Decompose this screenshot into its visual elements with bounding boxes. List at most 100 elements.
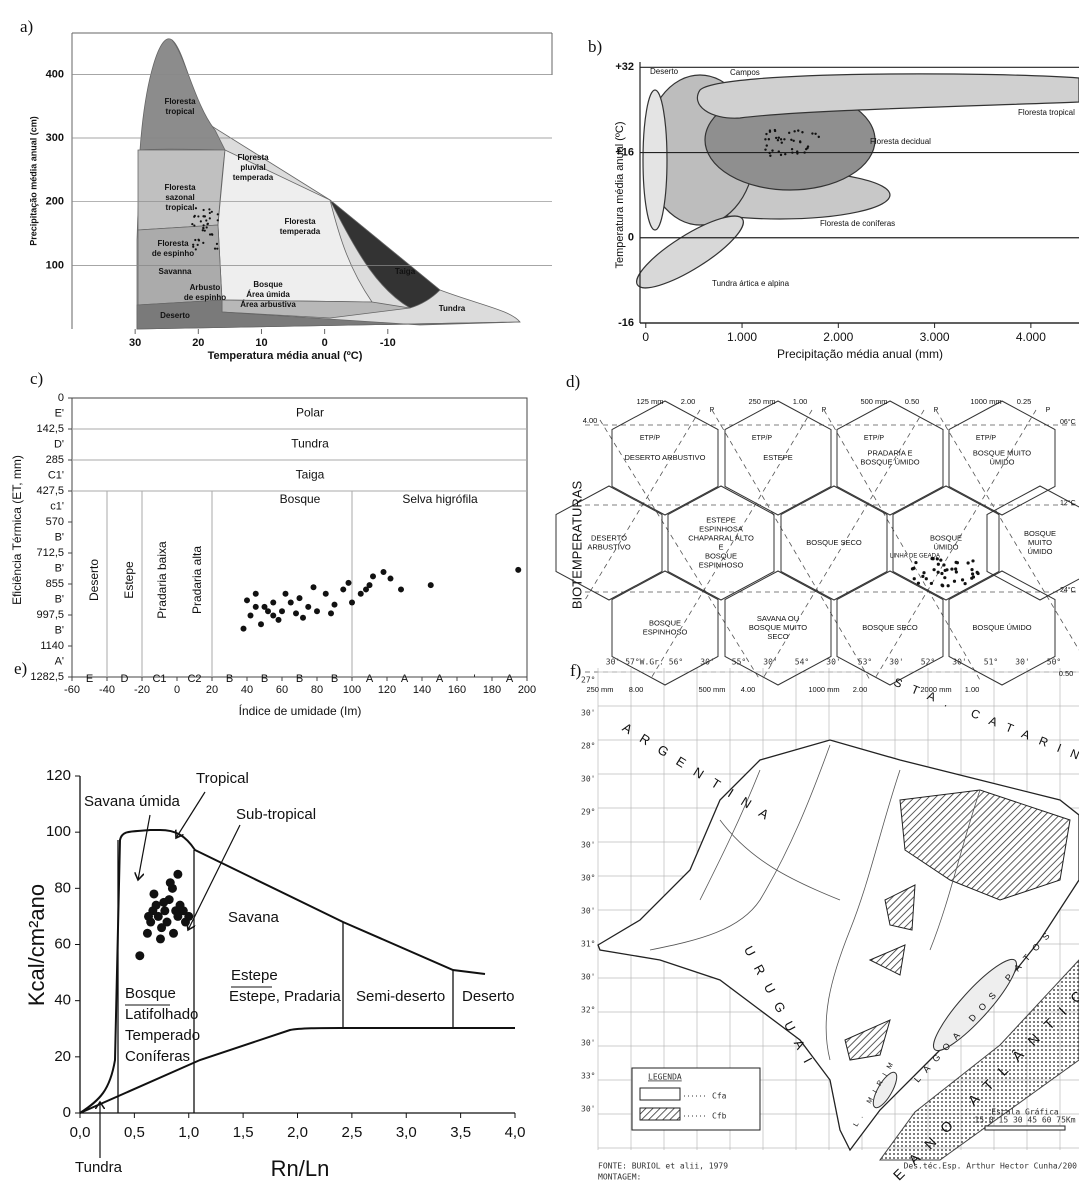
data-point [970, 576, 974, 580]
x-tick-label: -10 [380, 337, 396, 349]
coordinate-label: 50° [1047, 658, 1061, 667]
x-tick-label: 0,0 [70, 1124, 91, 1141]
data-point [924, 577, 928, 581]
y-zone-letter: B' [55, 624, 64, 636]
data-point [300, 614, 306, 621]
data-point [194, 238, 197, 242]
coordinate-label: 30° [581, 874, 595, 883]
region-label: Latifolhado [125, 1006, 198, 1023]
y-tick-label: 1282,5 [30, 671, 64, 683]
x-axis-title: Precipitação média anual (mm) [777, 347, 943, 361]
guide-label: 2.00 [853, 685, 868, 694]
data-point [975, 570, 979, 575]
data-point [199, 220, 202, 223]
guide-label: 0.50 [1059, 669, 1074, 678]
guide-label: 4.00 [583, 416, 598, 425]
data-point [363, 586, 369, 593]
data-point [970, 572, 975, 576]
panel-label: e) [14, 659, 27, 678]
biome-label: Campos [730, 68, 760, 77]
data-point [921, 574, 925, 579]
biome-label: Floresta [164, 97, 196, 106]
zone-label: ARBUSTIVO [587, 542, 631, 551]
y-axis-title: Temperatura média anual (ºC) [614, 121, 626, 268]
data-point [244, 597, 250, 604]
y-axis-title: Kcal/cm²ano [24, 884, 49, 1006]
biome-label: Área arbustiva [240, 300, 296, 309]
biome-label: Floresta [164, 183, 196, 192]
hexagon [724, 400, 832, 516]
data-point [287, 599, 294, 606]
data-point [387, 575, 394, 582]
x-axis-title: Temperatura média anual (ºC) [208, 350, 363, 362]
data-point [768, 151, 771, 155]
coordinate-label: 56° [669, 658, 683, 667]
x-zone-letter: A [436, 673, 444, 685]
data-point [193, 214, 196, 217]
coordinate-label: 51° [984, 658, 998, 667]
data-point [916, 581, 921, 585]
data-point [293, 610, 299, 617]
y-tick-label: 855 [46, 578, 64, 590]
x-tick-label: 3.000 [920, 330, 950, 344]
data-point [427, 582, 434, 589]
region-label: Sub-tropical [236, 806, 316, 823]
x-tick-label: 30 [129, 337, 141, 349]
data-point [197, 215, 200, 218]
data-point [940, 571, 944, 576]
data-point [192, 245, 195, 248]
biome-label: Tundra ártica e alpina [712, 279, 790, 288]
x-tick-label: 40 [241, 684, 253, 696]
data-point [780, 141, 783, 144]
scale-numbers: 15 0 15 30 45 60 75Km [974, 1116, 1075, 1125]
data-point [210, 210, 213, 213]
x-tick-label: 2,5 [341, 1124, 362, 1141]
coordinate-label: 30' [581, 841, 595, 850]
zone-label: BOSQUE SECO [862, 623, 918, 632]
panel-label: d) [566, 372, 580, 391]
data-point [314, 608, 320, 615]
legend-label: Cfb [712, 1112, 727, 1121]
frost-line-label: LINHA DE GEADA [890, 554, 940, 560]
biome-label: Arbusto [190, 283, 221, 292]
data-point [398, 586, 404, 593]
x-zone-letter: B [296, 673, 303, 685]
data-point [366, 582, 373, 589]
biome-label: de espinho [152, 249, 194, 258]
data-point [790, 148, 794, 151]
data-point [240, 625, 247, 632]
region-label: Deserto [462, 988, 515, 1005]
data-point [955, 561, 959, 565]
hexagon [611, 570, 719, 686]
data-point [149, 889, 159, 899]
x-tick-label: 200 [518, 684, 536, 696]
region-label: Savana úmida [84, 793, 181, 810]
x-tick-label: 120 [378, 684, 396, 696]
guide-label: ETP/P [976, 435, 997, 442]
zone-label: ESPINHOSA [699, 524, 743, 533]
guide-label: 250 mm [586, 685, 613, 694]
panel-label: a) [20, 17, 33, 36]
data-point [914, 560, 918, 565]
data-point [788, 131, 791, 135]
coordinate-label: 29° [581, 808, 595, 817]
data-point [774, 136, 778, 140]
data-point [817, 135, 820, 139]
data-point [194, 207, 198, 210]
zone-label: SECO [767, 632, 788, 641]
data-point [797, 129, 800, 132]
guide-label: 4.00 [741, 685, 756, 694]
data-point [773, 128, 777, 132]
guide-label: 500 mm [860, 397, 887, 406]
data-point [806, 145, 810, 148]
data-point [216, 213, 219, 216]
y-zone-letter: A' [55, 655, 64, 667]
x-tick-label: 3,0 [396, 1124, 417, 1141]
coordinate-label: 30' [581, 709, 595, 718]
data-point [201, 229, 204, 232]
scale-title: Escala Gráfica [991, 1108, 1059, 1117]
data-point [194, 248, 197, 251]
zone-label: ESTEPE [763, 453, 793, 462]
coordinate-label: 30' [826, 658, 840, 667]
